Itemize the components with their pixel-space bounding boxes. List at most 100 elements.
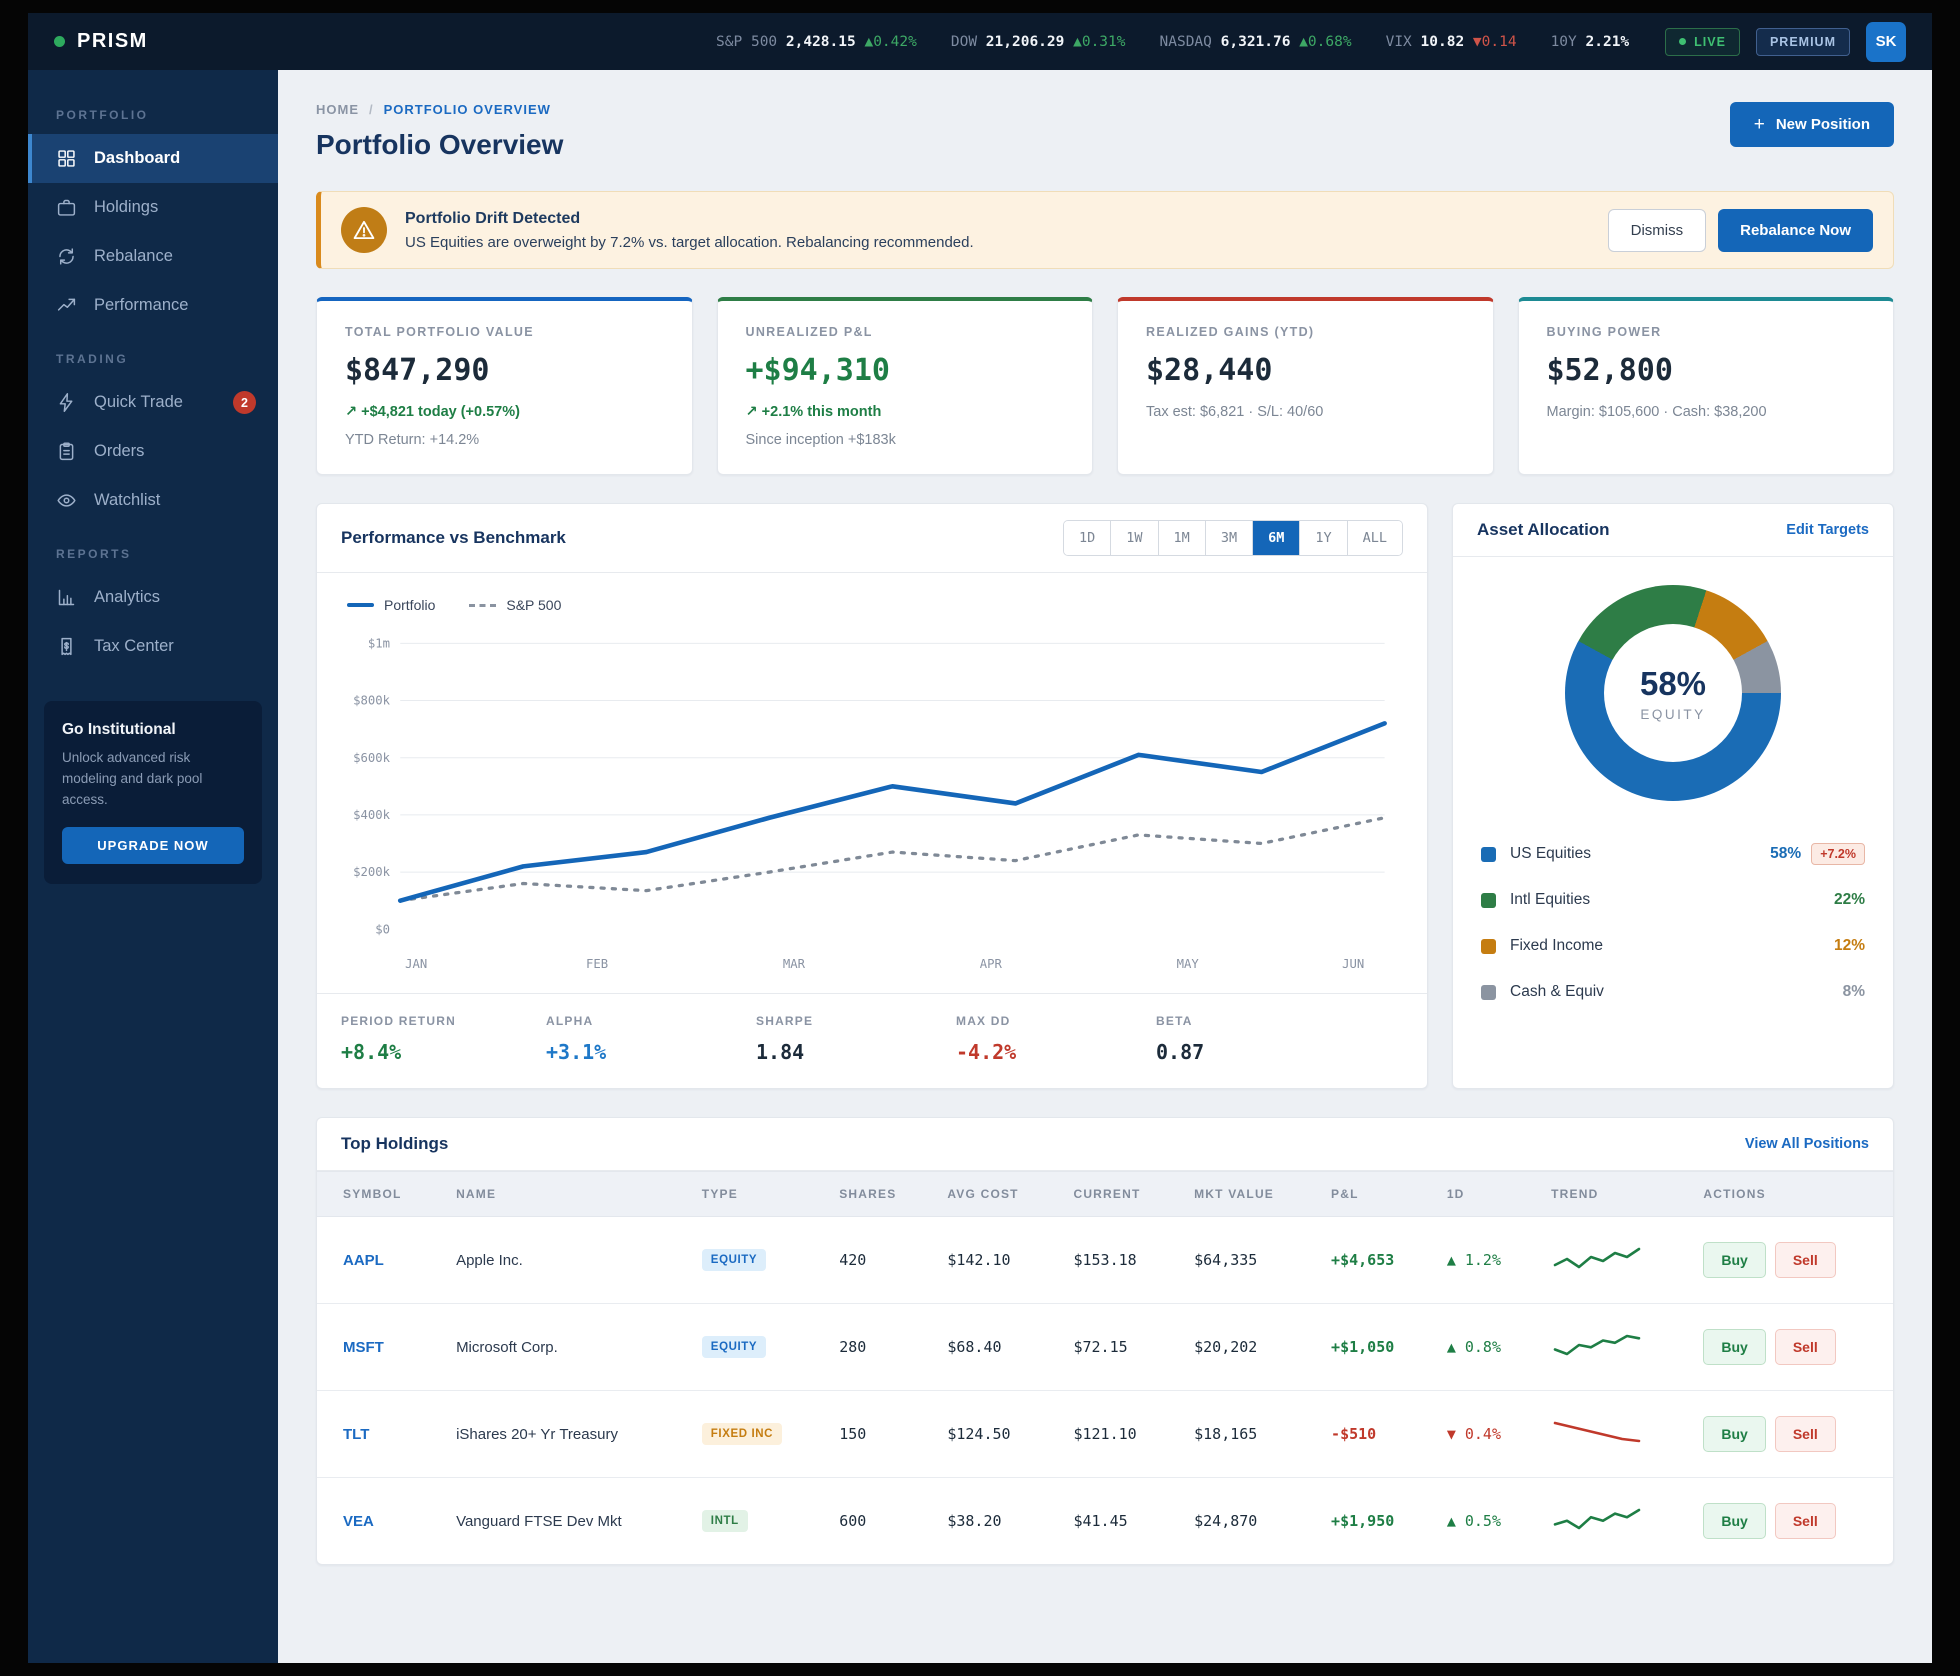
ticker-change: ▲0.68% bbox=[1299, 33, 1352, 50]
legend-swatch bbox=[1481, 984, 1496, 1000]
performance-title: Performance vs Benchmark bbox=[341, 528, 566, 547]
allocation-card-header: Asset Allocation Edit Targets bbox=[1453, 504, 1893, 557]
column-header-1d: 1D bbox=[1432, 1171, 1538, 1218]
avatar[interactable]: SK bbox=[1866, 21, 1906, 62]
column-header-current: CURRENT bbox=[1059, 1171, 1181, 1218]
symbol-link[interactable]: TLT bbox=[317, 1390, 443, 1479]
buy-button[interactable]: Buy bbox=[1703, 1242, 1766, 1279]
rebalance-now-button[interactable]: Rebalance Now bbox=[1718, 208, 1873, 252]
current-price-value: $41.45 bbox=[1073, 1512, 1128, 1531]
range-button-6m[interactable]: 6M bbox=[1253, 521, 1301, 555]
page-header: HOME / PORTFOLIO OVERVIEW Portfolio Over… bbox=[316, 102, 1894, 161]
avg-cost-value: $68.40 bbox=[933, 1303, 1060, 1392]
buy-button[interactable]: Buy bbox=[1703, 1329, 1766, 1366]
ticker-s-p-500: S&P 500 2,428.15 ▲0.42% bbox=[716, 33, 917, 50]
promo-card: Go Institutional Unlock advanced risk mo… bbox=[44, 701, 262, 884]
range-button-1d[interactable]: 1D bbox=[1064, 521, 1112, 555]
holdings-table-header: SYMBOL NAME TYPE SHARES AVG COST CURRENT MKT V… bbox=[317, 1171, 1893, 1218]
type-badge: FIXED INC bbox=[701, 1423, 783, 1446]
sidebar-item-watchlist[interactable]: Watchlist bbox=[28, 476, 278, 525]
sidebar-item-holdings[interactable]: Holdings bbox=[28, 183, 278, 232]
legend-swatch bbox=[1481, 938, 1496, 954]
sidebar-section-portfolio: PORTFOLIO Dashboard Holdings Rebalance P… bbox=[28, 86, 278, 330]
sidebar-item-label: Quick Trade bbox=[94, 393, 183, 411]
sell-button[interactable]: Sell bbox=[1774, 1242, 1836, 1279]
sell-button[interactable]: Sell bbox=[1774, 1503, 1836, 1540]
new-position-button[interactable]: + New Position bbox=[1729, 102, 1894, 147]
symbol-link[interactable]: AAPL bbox=[317, 1216, 443, 1305]
sidebar-item-dashboard[interactable]: Dashboard bbox=[28, 134, 278, 183]
sidebar-item-quick-trade[interactable]: Quick Trade 2 bbox=[28, 378, 278, 427]
sidebar-item-label: Holdings bbox=[94, 198, 159, 216]
sidebar-item-rebalance[interactable]: Rebalance bbox=[28, 232, 278, 281]
sell-button[interactable]: Sell bbox=[1774, 1416, 1836, 1453]
actions-cell: Buy Sell bbox=[1689, 1390, 1893, 1479]
sidebar-item-analytics[interactable]: Analytics bbox=[28, 573, 278, 622]
performance-stats-row: PERIOD RETURN +8.4% ALPHA +3.1% SHARPE 1… bbox=[317, 993, 1427, 1088]
sidebar-item-tax-center[interactable]: Tax Center bbox=[28, 622, 278, 671]
stat-value: $28,440 bbox=[1146, 353, 1273, 388]
eye-icon bbox=[56, 490, 77, 511]
stat-value: $847,290 bbox=[345, 353, 490, 388]
perf-stat-sharpe: SHARPE 1.84 bbox=[756, 1014, 956, 1064]
stat-subline-2: Since inception +$183k bbox=[745, 432, 896, 448]
edit-targets-link[interactable]: Edit Targets bbox=[1786, 522, 1869, 538]
ticker-change: ▼0.14 bbox=[1472, 33, 1517, 50]
market-tickers: S&P 500 2,428.15 ▲0.42% DOW 21,206.29 ▲0… bbox=[716, 34, 1629, 50]
topbar: PRISM S&P 500 2,428.15 ▲0.42% DOW 21,206… bbox=[28, 13, 1932, 70]
stat-subline-2: YTD Return: +14.2% bbox=[345, 432, 480, 448]
symbol-link[interactable]: VEA bbox=[343, 1512, 374, 1530]
sidebar-item-orders[interactable]: Orders bbox=[28, 427, 278, 476]
time-range-selector: 1D 1W 1M 3M 6M 1Y ALL bbox=[1063, 520, 1403, 556]
perf-stat-beta: BETA 0.87 bbox=[1156, 1014, 1403, 1064]
legend-percent: 8% bbox=[1842, 983, 1865, 1000]
stat-label: UNREALIZED P&L bbox=[745, 325, 873, 339]
ticker-10y: 10Y 2.21% bbox=[1550, 33, 1630, 50]
pnl-value: +$4,653 bbox=[1317, 1216, 1433, 1305]
brand-dot-icon bbox=[54, 36, 65, 47]
clipboard-icon bbox=[56, 441, 77, 462]
range-button-3m[interactable]: 3M bbox=[1205, 521, 1254, 555]
benchmark-line-swatch bbox=[469, 603, 497, 607]
range-button-1y[interactable]: 1Y bbox=[1300, 521, 1348, 555]
panels-row: Performance vs Benchmark 1D 1W 1M 3M 6M 1Y ALL… bbox=[316, 503, 1894, 1090]
legend-portfolio-label: Portfolio bbox=[384, 597, 436, 613]
view-all-positions-link[interactable]: View All Positions bbox=[1744, 1136, 1869, 1153]
svg-text:APR: APR bbox=[980, 957, 1003, 971]
holding-row-aapl: AAPL Apple Inc. EQUITY 420 $142.10 $153.… bbox=[317, 1216, 1893, 1305]
alert-actions: Dismiss Rebalance Now bbox=[1607, 208, 1873, 252]
stat-card-realized-gains-ytd: REALIZED GAINS (YTD) $28,440 Tax est: $6… bbox=[1117, 297, 1494, 475]
day-change-value: ▲ 0.8% bbox=[1432, 1303, 1538, 1392]
performance-chart: $0 $200k $400k $600k $800k $1m JAN FEB MAR APR MAY… bbox=[353, 636, 1387, 971]
symbol-link[interactable]: MSFT bbox=[317, 1303, 443, 1392]
range-button-all[interactable]: ALL bbox=[1347, 521, 1402, 555]
upgrade-button[interactable]: UPGRADE NOW bbox=[62, 826, 244, 864]
sell-button[interactable]: Sell bbox=[1774, 1329, 1836, 1366]
live-dot-icon bbox=[1679, 38, 1687, 45]
dismiss-button[interactable]: Dismiss bbox=[1607, 208, 1707, 252]
type-badge: EQUITY bbox=[701, 1336, 767, 1359]
stat-subline-1: ↗ +2.1% this month bbox=[745, 404, 882, 420]
drift-alert: Portfolio Drift Detected US Equities are… bbox=[316, 191, 1894, 269]
buy-button[interactable]: Buy bbox=[1703, 1503, 1766, 1540]
breadcrumb-current[interactable]: PORTFOLIO OVERVIEW bbox=[383, 102, 551, 117]
allocation-title: Asset Allocation bbox=[1477, 520, 1610, 539]
buy-button[interactable]: Buy bbox=[1703, 1416, 1766, 1453]
stat-card-unrealized-p-l: UNREALIZED P&L +$94,310 ↗ +2.1% this mon… bbox=[716, 297, 1093, 475]
holdings-card-header: Top Holdings View All Positions bbox=[317, 1118, 1893, 1172]
day-change-value: ▲ 1.2% bbox=[1432, 1216, 1538, 1305]
stat-label: BUYING POWER bbox=[1546, 325, 1662, 339]
current-price-value: $72.15 bbox=[1059, 1303, 1181, 1392]
trend-sparkline bbox=[1553, 1508, 1641, 1530]
current-price-value: $121.10 bbox=[1059, 1390, 1181, 1479]
sidebar-nav: PORTFOLIO Dashboard Holdings Rebalance P… bbox=[28, 86, 278, 671]
breadcrumb-home-link[interactable]: HOME bbox=[316, 102, 359, 117]
range-button-1m[interactable]: 1M bbox=[1158, 521, 1206, 555]
holding-name: Vanguard FTSE Dev Mkt bbox=[456, 1512, 622, 1530]
range-button-1w[interactable]: 1W bbox=[1111, 521, 1159, 555]
promo-title: Go Institutional bbox=[62, 721, 176, 738]
perf-stat-value: +8.4% bbox=[341, 1040, 402, 1065]
sidebar-item-performance[interactable]: Performance bbox=[28, 281, 278, 330]
stat-cards-row: TOTAL PORTFOLIO VALUE $847,290 ↗ +$4,821… bbox=[316, 297, 1894, 475]
live-label: LIVE bbox=[1694, 34, 1726, 49]
